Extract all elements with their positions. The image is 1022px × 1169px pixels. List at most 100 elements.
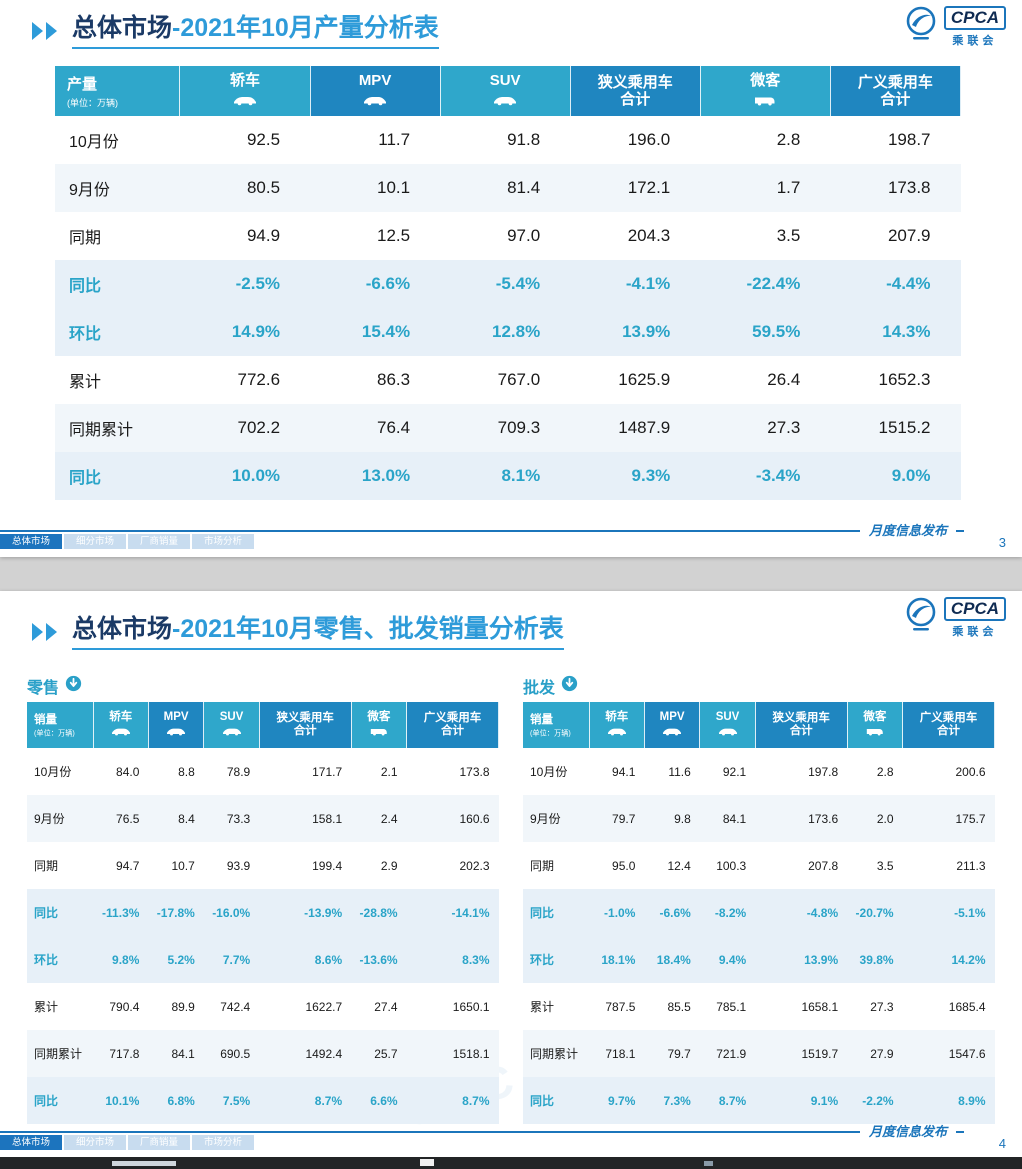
cell-value: 173.8 bbox=[887, 178, 931, 197]
cell-value: -6.6% bbox=[365, 274, 411, 293]
cell-value: -2.2% bbox=[862, 1093, 894, 1108]
cell-value: 13.9% bbox=[804, 952, 839, 967]
footer-tab-2[interactable]: 细分市场 bbox=[64, 1135, 127, 1150]
table-row: 同期累计 702.2 76.4 709.3 1487.9 27.3 1515.2 bbox=[55, 404, 961, 452]
title-prefix: 总体市场 bbox=[72, 14, 173, 42]
cell-value: 2.1 bbox=[380, 764, 398, 779]
cell-value: 7.7% bbox=[222, 952, 251, 967]
cell-value: -2.5% bbox=[235, 274, 281, 293]
footer-tab-3[interactable]: 厂商销量 bbox=[128, 1135, 191, 1150]
cell-value: 76.5 bbox=[116, 811, 140, 826]
table-row: 10月份 94.1 11.6 92.1 197.8 2.8 200.6 bbox=[523, 748, 995, 795]
cell-value: 10.0% bbox=[231, 466, 281, 485]
title-suffix: -2021年10月产量分析表 bbox=[172, 14, 439, 42]
next-slide-fragment bbox=[704, 1161, 713, 1166]
cell-value: 6.6% bbox=[370, 1093, 398, 1108]
footer-tab-2[interactable]: 细分市场 bbox=[64, 534, 127, 549]
cell-value: 1518.1 bbox=[452, 1046, 490, 1061]
mpv-icon bbox=[149, 727, 203, 739]
slide-retail-wholesale: CPCA CPCA CPCA 总体市场-2021年10月零售、批发销量分析表 C… bbox=[0, 591, 1022, 1158]
footer-tab-1[interactable]: 总体市场 bbox=[0, 1135, 63, 1150]
cell-value: -6.6% bbox=[659, 905, 691, 920]
cell-value: 202.3 bbox=[459, 858, 490, 873]
cell-value: 81.4 bbox=[507, 178, 541, 197]
cell-value: 73.3 bbox=[226, 811, 251, 826]
footer-divider bbox=[0, 530, 964, 532]
cell-value: 772.6 bbox=[237, 370, 281, 389]
title-suffix: -2021年10月零售、批发销量分析表 bbox=[172, 615, 564, 643]
row-label: 同期累计 bbox=[69, 422, 134, 439]
cell-value: 721.9 bbox=[716, 1046, 747, 1061]
cell-value: 717.8 bbox=[109, 1046, 140, 1061]
cell-value: 27.3 bbox=[767, 418, 801, 437]
footer-tab-4[interactable]: 市场分析 bbox=[192, 1135, 255, 1150]
chevrons-icon bbox=[30, 20, 62, 42]
cell-value: 94.7 bbox=[116, 858, 140, 873]
suv-icon bbox=[204, 727, 258, 739]
cell-value: 93.9 bbox=[226, 858, 251, 873]
footer-tab-3[interactable]: 厂商销量 bbox=[128, 534, 191, 549]
logo-text-block: CPCA 乘联会 bbox=[943, 597, 1006, 639]
footer-note: 月度信息发布 bbox=[859, 1124, 956, 1139]
footer-tab-4[interactable]: 市场分析 bbox=[192, 534, 255, 549]
cell-value: 14.2% bbox=[951, 952, 986, 967]
slide-footer: 总体市场 细分市场 厂商销量 市场分析 月度信息发布 4 bbox=[0, 1124, 1022, 1152]
cell-value: -13.6% bbox=[359, 952, 398, 967]
row-label: 同期 bbox=[530, 859, 555, 873]
cell-value: 79.7 bbox=[612, 811, 636, 826]
footer-tab-1[interactable]: 总体市场 bbox=[0, 534, 63, 549]
logo-text-cn: 乘联会 bbox=[952, 35, 998, 47]
table-row: 同比 -2.5% -6.6% -5.4% -4.1% -22.4% -4.4% bbox=[55, 260, 961, 308]
cell-value: 8.6% bbox=[314, 952, 343, 967]
down-arrow-icon bbox=[561, 675, 578, 697]
cell-value: 8.7% bbox=[462, 1093, 490, 1108]
cell-value: 787.5 bbox=[605, 999, 636, 1014]
row-label: 环比 bbox=[69, 326, 102, 343]
cpca-emblem-icon bbox=[903, 597, 939, 640]
cell-value: 3.5 bbox=[876, 858, 894, 873]
column-header: MPV bbox=[310, 66, 441, 116]
table-row: 10月份 84.0 8.8 78.9 171.7 2.1 173.8 bbox=[27, 748, 499, 795]
cell-value: 1625.9 bbox=[618, 370, 671, 389]
table-header-row: 产量 (单位：万辆) 轿车 MPV SUV 狭义乘用车 合计 微客 广义乘用车 合计 bbox=[55, 66, 962, 116]
cell-value: 199.4 bbox=[312, 858, 343, 873]
cell-value: 9.3% bbox=[631, 466, 671, 485]
cell-value: 709.3 bbox=[497, 418, 541, 437]
cell-value: 8.3% bbox=[462, 952, 490, 967]
footer-tab-bar: 总体市场 细分市场 厂商销量 市场分析 bbox=[0, 534, 255, 549]
cell-value: 97.0 bbox=[507, 226, 541, 245]
page-number: 4 bbox=[998, 1136, 1006, 1151]
logo-text-en: CPCA bbox=[943, 597, 1006, 621]
cell-value: 59.5% bbox=[752, 322, 801, 341]
cell-value: 3.5 bbox=[776, 226, 801, 245]
cell-value: 785.1 bbox=[716, 999, 747, 1014]
cell-value: 1515.2 bbox=[878, 418, 931, 437]
cell-value: 1658.1 bbox=[801, 999, 839, 1014]
column-header: SUV bbox=[440, 66, 571, 116]
unit-header: 产量 (单位：万辆) bbox=[55, 66, 181, 116]
cell-value: 175.7 bbox=[955, 811, 986, 826]
page-number: 3 bbox=[998, 535, 1006, 550]
table-row: 累计 790.4 89.9 742.4 1622.7 27.4 1650.1 bbox=[27, 983, 499, 1030]
next-slide-edge bbox=[0, 1157, 1022, 1169]
unit-header: 销量 (单位：万辆) bbox=[27, 702, 94, 748]
table-header-row: 销量 (单位：万辆) 轿车 MPV SUV 狭义乘用车 合计 微客 广义乘用车 合计 bbox=[523, 702, 995, 748]
column-header: SUV bbox=[699, 702, 756, 748]
suv-icon bbox=[441, 93, 570, 110]
wholesale-section: 批发 销量 (单位：万辆) 轿车 MPV SUV 狭义乘用车 合计 微客 广义乘用车 合计 10月份… bbox=[523, 675, 995, 1124]
production-table: 产量 (单位：万辆) 轿车 MPV SUV 狭义乘用车 合计 微客 广义乘用车 合计 10月份 92.… bbox=[55, 66, 962, 500]
footer-divider bbox=[0, 1131, 964, 1133]
cell-value: 198.7 bbox=[887, 130, 931, 149]
minibus-icon bbox=[352, 727, 406, 739]
cell-value: 702.2 bbox=[237, 418, 281, 437]
row-label: 同期 bbox=[34, 859, 59, 873]
cell-value: 8.7% bbox=[314, 1093, 343, 1108]
cell-value: 8.8 bbox=[178, 764, 195, 779]
cell-value: 91.8 bbox=[507, 130, 541, 149]
cell-value: 14.3% bbox=[882, 322, 931, 341]
row-label: 同比 bbox=[530, 906, 555, 920]
cell-value: 100.3 bbox=[716, 858, 747, 873]
column-header: 轿车 bbox=[589, 702, 645, 748]
cell-value: 1685.4 bbox=[948, 999, 986, 1014]
cell-value: -20.7% bbox=[855, 905, 894, 920]
